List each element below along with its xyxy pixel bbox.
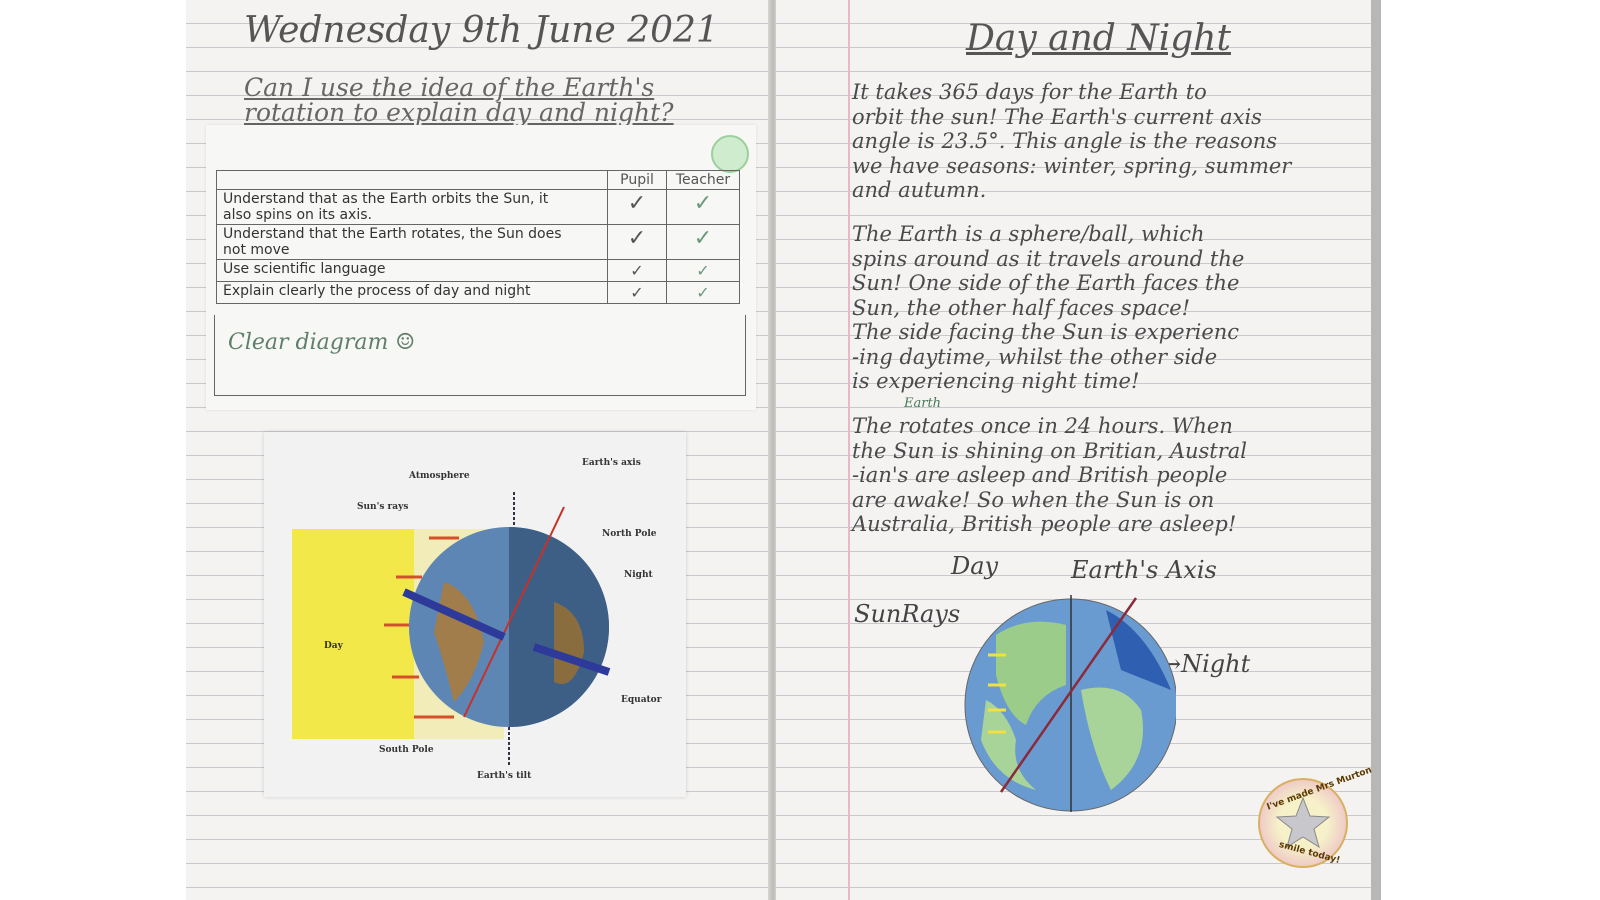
teacher-tick: ✓: [666, 224, 740, 260]
teacher-tick: ✓: [666, 189, 740, 225]
learning-question-line-2: rotation to explain day and night?: [244, 98, 674, 127]
printed-earth-diagram: Earth's axis Atmosphere Sun's rays North…: [264, 432, 686, 797]
criterion-text: Explain clearly the process of day and n…: [216, 281, 608, 304]
text-line: orbit the sun! The Earth's current axis: [852, 104, 1262, 129]
text-line: Australia, British people are asleep!: [852, 512, 1237, 536]
text-line: -ing daytime, whilst the other side: [852, 344, 1218, 369]
label-north-pole: North Pole: [602, 529, 657, 539]
label-south-pole: South Pole: [379, 745, 434, 755]
text-line: the Sun is shining on Britian, Austral: [852, 438, 1248, 463]
grade-sticker: [711, 135, 749, 173]
label-earths-tilt: Earth's tilt: [477, 771, 532, 781]
margin-line: [848, 0, 850, 900]
text-line: and autumn.: [852, 178, 987, 202]
text-line: are awake! So when the Sun is on: [852, 487, 1215, 512]
exercise-book: Wednesday 9th June 2021 Can I use the id…: [186, 0, 1381, 900]
criterion-text: not move: [223, 242, 290, 258]
right-page: Day and Night It takes 365 days for the …: [776, 0, 1371, 900]
paragraph-24-hours: The rotates once in 24 hours. When the S…: [852, 414, 1247, 537]
criterion-text: also spins on its axis.: [223, 207, 372, 223]
label-suns-rays: Sun's rays: [357, 502, 409, 512]
paragraph-rotation: The Earth is a sphere/ball, which spins …: [852, 222, 1244, 394]
drawing-label-earths-axis: Earth's Axis: [1071, 556, 1217, 584]
paragraph-orbit: It takes 365 days for the Earth to orbit…: [852, 80, 1291, 203]
label-atmosphere: Atmosphere: [409, 471, 470, 481]
earth-diagram-illustration: [292, 492, 611, 767]
text-line: spins around as it travels around the: [852, 246, 1245, 271]
table-row: Understand that as the Earth orbits the …: [216, 189, 740, 225]
criterion-text: Understand that as the Earth orbits the …: [223, 191, 549, 207]
page-title: Day and Night: [966, 18, 1231, 59]
comment-box: [214, 315, 746, 396]
teacher-insert-word: Earth: [904, 396, 942, 411]
text-line: Sun, the other half faces space!: [852, 295, 1191, 320]
success-criteria-sheet: Pupil Teacher Understand that as the Ear…: [206, 125, 756, 410]
teacher-comment: Clear diagram ☺: [228, 330, 416, 355]
table-row: Explain clearly the process of day and n…: [216, 281, 740, 304]
header-teacher: Teacher: [666, 170, 740, 190]
learning-question-line-1: Can I use the idea of the Earth's: [244, 73, 655, 102]
teacher-tick: ✓: [666, 259, 740, 282]
hand-drawn-earth: [964, 595, 1176, 812]
label-equator: Equator: [621, 695, 662, 705]
drawing-label-night: →Night: [1161, 650, 1251, 678]
criterion-text: Use scientific language: [216, 259, 608, 282]
text-line: Sun! One side of the Earth faces the: [852, 271, 1240, 295]
text-line: The side facing the Sun is experienc: [852, 320, 1240, 344]
text-line: It takes 365 days for the Earth to: [852, 80, 1207, 104]
left-page: Wednesday 9th June 2021 Can I use the id…: [186, 0, 770, 900]
date-heading: Wednesday 9th June 2021: [244, 10, 719, 51]
text-line: is experiencing night time!: [852, 369, 1140, 393]
label-night: Night: [624, 570, 653, 580]
table-row: Use scientific language ✓ ✓: [216, 259, 740, 282]
success-criteria-table: Pupil Teacher Understand that as the Ear…: [216, 170, 740, 304]
label-earths-axis: Earth's axis: [582, 458, 641, 468]
table-row: Understand that the Earth rotates, the S…: [216, 224, 740, 260]
drawing-label-day: Day: [951, 552, 999, 580]
book-gutter: [768, 0, 778, 900]
text-line: The Earth is a sphere/ball, which: [852, 222, 1205, 246]
star-icon: [1275, 796, 1331, 849]
reward-sticker: I've made Mrs Murton smile today!: [1258, 765, 1373, 868]
teacher-tick: ✓: [666, 281, 740, 304]
table-header-row: Pupil Teacher: [216, 170, 740, 190]
pupil-tick: ✓: [607, 224, 667, 260]
header-pupil: Pupil: [607, 170, 667, 190]
pupil-tick: ✓: [607, 259, 667, 282]
pupil-tick: ✓: [607, 189, 667, 225]
text-line: The rotates once in 24 hours. When: [852, 414, 1233, 438]
page-edges: [1371, 0, 1381, 900]
text-line: -ian's are asleep and British people: [852, 463, 1228, 487]
text-line: we have seasons: winter, spring, summer: [852, 153, 1292, 178]
text-line: angle is 23.5°. This angle is the reason…: [852, 129, 1278, 153]
label-day: Day: [324, 641, 343, 651]
header-blank: [216, 170, 608, 190]
drawing-label-sun-rays: SunRays: [854, 600, 961, 628]
criterion-text: Understand that the Earth rotates, the S…: [223, 226, 562, 242]
pupil-tick: ✓: [607, 281, 667, 304]
